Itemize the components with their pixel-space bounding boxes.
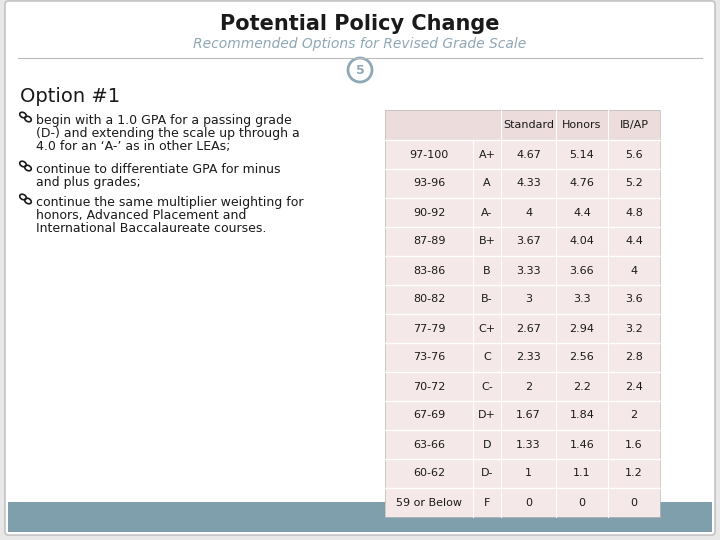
Text: 2.8: 2.8 bbox=[625, 353, 643, 362]
Text: 70-72: 70-72 bbox=[413, 381, 445, 391]
Bar bbox=[385, 343, 660, 372]
Bar bbox=[385, 372, 660, 401]
Bar bbox=[385, 140, 660, 169]
Bar bbox=[385, 169, 660, 198]
Text: 2: 2 bbox=[631, 410, 638, 421]
Text: 73-76: 73-76 bbox=[413, 353, 445, 362]
Text: and plus grades;: and plus grades; bbox=[36, 176, 140, 189]
Text: 1.46: 1.46 bbox=[570, 440, 595, 449]
Text: F: F bbox=[484, 497, 490, 508]
Text: A+: A+ bbox=[479, 150, 495, 159]
Text: 5.14: 5.14 bbox=[570, 150, 595, 159]
Bar bbox=[385, 198, 660, 227]
Text: 0: 0 bbox=[578, 497, 585, 508]
Text: 63-66: 63-66 bbox=[413, 440, 445, 449]
Text: 97-100: 97-100 bbox=[410, 150, 449, 159]
Text: 4.8: 4.8 bbox=[625, 207, 643, 218]
Text: 1.84: 1.84 bbox=[570, 410, 595, 421]
Text: (D-) and extending the scale up through a: (D-) and extending the scale up through … bbox=[36, 127, 300, 140]
Text: International Baccalaureate courses.: International Baccalaureate courses. bbox=[36, 222, 266, 235]
Text: 5: 5 bbox=[356, 64, 364, 77]
Text: honors, Advanced Placement and: honors, Advanced Placement and bbox=[36, 209, 246, 222]
Text: 60-62: 60-62 bbox=[413, 469, 445, 478]
Text: 83-86: 83-86 bbox=[413, 266, 445, 275]
Bar bbox=[385, 256, 660, 285]
Text: B-: B- bbox=[481, 294, 492, 305]
Text: 4: 4 bbox=[631, 266, 638, 275]
Text: 3.67: 3.67 bbox=[516, 237, 541, 246]
Text: 0: 0 bbox=[631, 497, 637, 508]
Text: 2.2: 2.2 bbox=[573, 381, 591, 391]
Text: 90-92: 90-92 bbox=[413, 207, 445, 218]
Text: A-: A- bbox=[481, 207, 492, 218]
Text: 2: 2 bbox=[525, 381, 532, 391]
Text: 1.1: 1.1 bbox=[573, 469, 591, 478]
Text: 2.94: 2.94 bbox=[570, 323, 595, 334]
Bar bbox=[8, 502, 712, 532]
Text: 3.66: 3.66 bbox=[570, 266, 594, 275]
Text: 2.67: 2.67 bbox=[516, 323, 541, 334]
Text: Recommended Options for Revised Grade Scale: Recommended Options for Revised Grade Sc… bbox=[194, 37, 526, 51]
Bar bbox=[385, 430, 660, 459]
Bar bbox=[385, 401, 660, 430]
Text: 4: 4 bbox=[525, 207, 532, 218]
Text: 3.33: 3.33 bbox=[516, 266, 541, 275]
Text: Option #1: Option #1 bbox=[20, 86, 120, 105]
Circle shape bbox=[348, 58, 372, 82]
Text: D-: D- bbox=[481, 469, 493, 478]
Text: Honors: Honors bbox=[562, 120, 602, 130]
Text: 87-89: 87-89 bbox=[413, 237, 445, 246]
Text: 1.33: 1.33 bbox=[516, 440, 541, 449]
Bar bbox=[385, 488, 660, 517]
Text: begin with a 1.0 GPA for a passing grade: begin with a 1.0 GPA for a passing grade bbox=[36, 114, 292, 127]
Text: 1: 1 bbox=[525, 469, 532, 478]
Text: 3.6: 3.6 bbox=[625, 294, 643, 305]
Text: 3.3: 3.3 bbox=[573, 294, 591, 305]
Text: 2.56: 2.56 bbox=[570, 353, 595, 362]
Bar bbox=[385, 459, 660, 488]
Text: 93-96: 93-96 bbox=[413, 179, 445, 188]
Text: 1.67: 1.67 bbox=[516, 410, 541, 421]
Text: 80-82: 80-82 bbox=[413, 294, 445, 305]
Bar bbox=[385, 285, 660, 314]
Text: A: A bbox=[483, 179, 491, 188]
Text: 1.6: 1.6 bbox=[625, 440, 643, 449]
Bar bbox=[385, 110, 660, 517]
Text: 4.0 for an ‘A-’ as in other LEAs;: 4.0 for an ‘A-’ as in other LEAs; bbox=[36, 140, 230, 153]
Text: continue to differentiate GPA for minus: continue to differentiate GPA for minus bbox=[36, 163, 281, 176]
Text: 3: 3 bbox=[525, 294, 532, 305]
Text: 2.4: 2.4 bbox=[625, 381, 643, 391]
Text: 4.4: 4.4 bbox=[573, 207, 591, 218]
Text: 4.33: 4.33 bbox=[516, 179, 541, 188]
Text: Potential Policy Change: Potential Policy Change bbox=[220, 14, 500, 34]
Text: 77-79: 77-79 bbox=[413, 323, 445, 334]
Text: 4.67: 4.67 bbox=[516, 150, 541, 159]
Text: 4.04: 4.04 bbox=[570, 237, 595, 246]
Text: IB/AP: IB/AP bbox=[619, 120, 649, 130]
Text: D: D bbox=[482, 440, 491, 449]
Text: 2.33: 2.33 bbox=[516, 353, 541, 362]
Text: C+: C+ bbox=[478, 323, 495, 334]
Text: 4.4: 4.4 bbox=[625, 237, 643, 246]
Text: B+: B+ bbox=[479, 237, 495, 246]
Text: 0: 0 bbox=[525, 497, 532, 508]
Text: 4.76: 4.76 bbox=[570, 179, 595, 188]
Text: 5.2: 5.2 bbox=[625, 179, 643, 188]
Text: 5.6: 5.6 bbox=[625, 150, 643, 159]
Text: D+: D+ bbox=[478, 410, 496, 421]
FancyBboxPatch shape bbox=[5, 1, 715, 535]
Text: 67-69: 67-69 bbox=[413, 410, 445, 421]
Text: B: B bbox=[483, 266, 491, 275]
Bar bbox=[385, 314, 660, 343]
Text: C: C bbox=[483, 353, 491, 362]
Text: Standard: Standard bbox=[503, 120, 554, 130]
Text: 59 or Below: 59 or Below bbox=[396, 497, 462, 508]
Text: 1.2: 1.2 bbox=[625, 469, 643, 478]
Bar bbox=[385, 227, 660, 256]
Text: C-: C- bbox=[481, 381, 493, 391]
Bar bbox=[385, 110, 660, 140]
Text: continue the same multiplier weighting for: continue the same multiplier weighting f… bbox=[36, 196, 304, 209]
Text: 3.2: 3.2 bbox=[625, 323, 643, 334]
